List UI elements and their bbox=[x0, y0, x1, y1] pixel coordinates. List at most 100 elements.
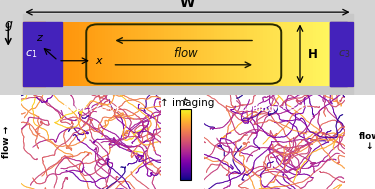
Bar bbox=[184, 22, 189, 86]
Bar bbox=[237, 22, 242, 86]
Bar bbox=[26, 22, 31, 86]
Bar bbox=[333, 22, 338, 86]
Bar bbox=[320, 22, 325, 86]
Bar bbox=[56, 22, 61, 86]
Bar bbox=[267, 22, 272, 86]
Bar bbox=[174, 22, 180, 86]
Bar bbox=[349, 22, 354, 86]
Bar bbox=[296, 22, 302, 86]
Bar bbox=[82, 22, 87, 86]
Bar bbox=[118, 22, 123, 86]
Bar bbox=[191, 22, 196, 86]
Bar bbox=[188, 22, 193, 86]
Bar bbox=[197, 22, 202, 86]
Bar bbox=[154, 22, 160, 86]
Bar bbox=[280, 22, 285, 86]
Bar bbox=[247, 22, 252, 86]
Bar bbox=[39, 22, 44, 86]
Bar bbox=[306, 22, 312, 86]
Bar bbox=[211, 22, 216, 86]
Text: flow
↓: flow ↓ bbox=[358, 132, 375, 151]
Bar bbox=[326, 22, 331, 86]
Bar bbox=[346, 22, 351, 86]
Text: ceiling ($z = H$): ceiling ($z = H$) bbox=[240, 102, 309, 115]
Bar bbox=[105, 22, 110, 86]
Bar bbox=[339, 22, 345, 86]
Text: H: H bbox=[308, 47, 317, 60]
Bar bbox=[181, 22, 186, 86]
Bar bbox=[240, 22, 246, 86]
Bar bbox=[300, 22, 305, 86]
Bar bbox=[75, 22, 81, 86]
Bar bbox=[323, 22, 328, 86]
Bar bbox=[46, 22, 51, 86]
Bar bbox=[290, 22, 295, 86]
Bar bbox=[88, 22, 94, 86]
Bar bbox=[108, 22, 114, 86]
Bar bbox=[45, 22, 62, 86]
Text: $\it{flow}$: $\it{flow}$ bbox=[172, 46, 199, 60]
Bar bbox=[263, 22, 268, 86]
Bar bbox=[168, 22, 173, 86]
Bar bbox=[303, 22, 308, 86]
Text: $c_3$: $c_3$ bbox=[338, 48, 350, 60]
Bar bbox=[95, 22, 100, 86]
Bar bbox=[194, 22, 199, 86]
Bar bbox=[234, 22, 239, 86]
Bar bbox=[277, 22, 282, 86]
Text: ↑ imaging: ↑ imaging bbox=[160, 98, 214, 108]
Text: flow →: flow → bbox=[2, 126, 11, 158]
Bar bbox=[330, 22, 347, 86]
Bar bbox=[62, 22, 67, 86]
Text: z: z bbox=[36, 33, 42, 43]
Bar bbox=[164, 22, 170, 86]
Bar bbox=[122, 22, 127, 86]
Bar bbox=[254, 22, 259, 86]
Bar bbox=[102, 22, 107, 86]
Text: W: W bbox=[180, 0, 195, 10]
Bar bbox=[59, 22, 64, 86]
Bar bbox=[72, 22, 77, 86]
Bar bbox=[36, 22, 41, 86]
Bar bbox=[69, 22, 74, 86]
Bar bbox=[29, 22, 34, 86]
Text: floor ($z = 0$): floor ($z = 0$) bbox=[62, 102, 120, 114]
Bar bbox=[98, 22, 104, 86]
Bar bbox=[273, 22, 279, 86]
Bar bbox=[178, 22, 183, 86]
Bar bbox=[313, 22, 318, 86]
Bar bbox=[310, 22, 315, 86]
Bar bbox=[158, 22, 163, 86]
Title: $t$: $t$ bbox=[182, 94, 189, 107]
Bar bbox=[112, 22, 117, 86]
Bar bbox=[42, 22, 48, 86]
Bar bbox=[214, 22, 219, 86]
Bar bbox=[161, 22, 166, 86]
Bar bbox=[151, 22, 156, 86]
Bar bbox=[286, 22, 292, 86]
Bar bbox=[316, 22, 321, 86]
Bar bbox=[32, 22, 38, 86]
Bar bbox=[22, 22, 45, 86]
Bar bbox=[244, 22, 249, 86]
Bar bbox=[115, 22, 120, 86]
Bar bbox=[260, 22, 265, 86]
Text: x: x bbox=[96, 56, 102, 66]
Bar bbox=[204, 22, 209, 86]
Bar bbox=[141, 22, 147, 86]
Bar bbox=[145, 22, 150, 86]
Bar bbox=[227, 22, 232, 86]
Bar bbox=[92, 22, 97, 86]
Bar bbox=[230, 22, 236, 86]
Bar bbox=[79, 22, 84, 86]
Bar bbox=[217, 22, 222, 86]
Bar bbox=[220, 22, 226, 86]
Bar bbox=[128, 22, 133, 86]
Bar bbox=[22, 86, 352, 94]
Bar bbox=[138, 22, 143, 86]
Bar bbox=[22, 14, 352, 22]
Bar bbox=[171, 22, 176, 86]
Bar bbox=[343, 22, 348, 86]
Bar bbox=[224, 22, 229, 86]
Bar bbox=[135, 22, 140, 86]
